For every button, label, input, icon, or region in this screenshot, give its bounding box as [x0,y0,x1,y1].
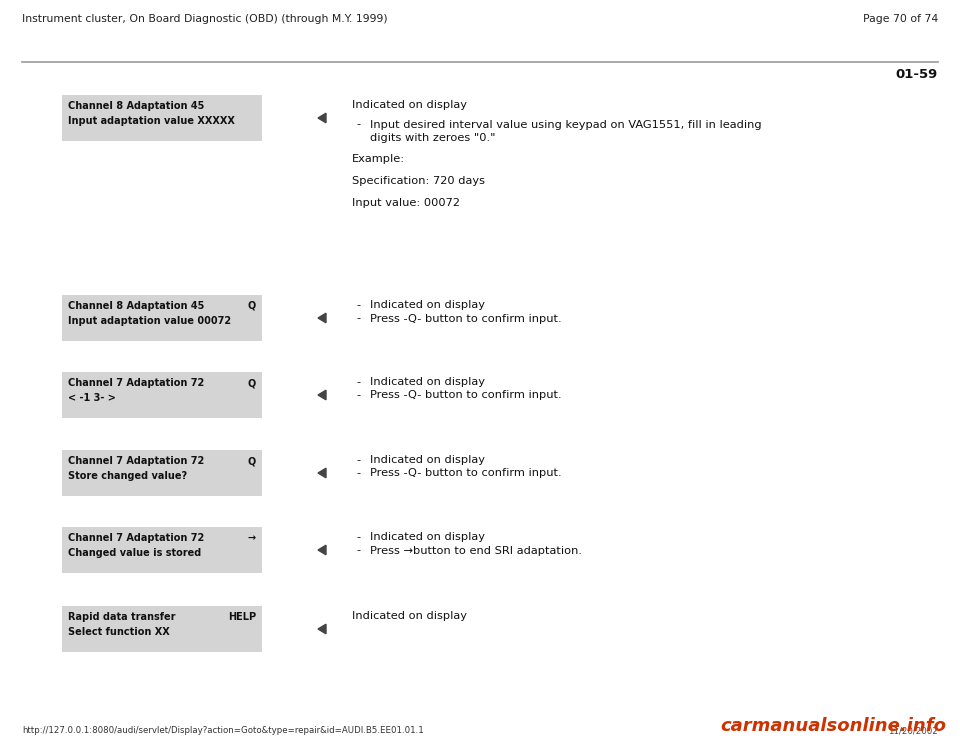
Text: -: - [356,377,360,387]
Text: Indicated on display: Indicated on display [370,300,485,310]
Text: Example:: Example: [352,154,405,165]
Text: Page 70 of 74: Page 70 of 74 [863,14,938,24]
Polygon shape [318,313,326,323]
Text: Indicated on display: Indicated on display [370,455,485,465]
Polygon shape [318,114,326,122]
Polygon shape [318,545,326,555]
Text: http://127.0.0.1:8080/audi/servlet/Display?action=Goto&type=repair&id=AUDI.B5.EE: http://127.0.0.1:8080/audi/servlet/Displ… [22,726,423,735]
Text: Store changed value?: Store changed value? [68,471,187,481]
Text: -: - [356,300,360,310]
Text: Input value: 00072: Input value: 00072 [352,197,460,208]
Text: Channel 7 Adaptation 72: Channel 7 Adaptation 72 [68,456,204,466]
Text: -: - [356,545,360,556]
Polygon shape [318,624,326,634]
Text: Q: Q [248,378,256,388]
Text: Q: Q [248,301,256,311]
Text: Indicated on display: Indicated on display [352,100,467,110]
Text: Channel 7 Adaptation 72: Channel 7 Adaptation 72 [68,533,204,543]
Text: 11/20/2002: 11/20/2002 [888,726,938,735]
Text: Changed value is stored: Changed value is stored [68,548,202,558]
Bar [62,527,262,573]
Text: Instrument cluster, On Board Diagnostic (OBD) (through M.Y. 1999): Instrument cluster, On Board Diagnostic … [22,14,388,24]
Text: Select function XX: Select function XX [68,627,170,637]
Text: 01-59: 01-59 [896,68,938,81]
Text: -: - [356,455,360,465]
Bar [62,295,262,341]
Polygon shape [318,390,326,400]
Text: Specification: 720 days: Specification: 720 days [352,176,485,186]
Text: Channel 7 Adaptation 72: Channel 7 Adaptation 72 [68,378,204,388]
Text: Press -Q- button to confirm input.: Press -Q- button to confirm input. [370,468,562,479]
Text: Press -Q- button to confirm input.: Press -Q- button to confirm input. [370,314,562,324]
Bar [62,95,262,141]
Bar [62,606,262,652]
Text: < -1 3- >: < -1 3- > [68,393,116,403]
Text: Q: Q [248,456,256,466]
Text: Rapid data transfer: Rapid data transfer [68,612,176,622]
Text: -: - [356,532,360,542]
Text: Indicated on display: Indicated on display [370,377,485,387]
Text: Channel 8 Adaptation 45: Channel 8 Adaptation 45 [68,301,204,311]
Text: Indicated on display: Indicated on display [352,611,467,621]
Bar [62,372,262,418]
Text: Press →button to end SRI adaptation.: Press →button to end SRI adaptation. [370,545,582,556]
Text: →: → [248,533,256,543]
Text: -: - [356,119,360,130]
Text: Channel 8 Adaptation 45: Channel 8 Adaptation 45 [68,101,204,111]
Text: Input desired interval value using keypad on VAG1551, fill in leading: Input desired interval value using keypa… [370,119,761,130]
Text: Indicated on display: Indicated on display [370,532,485,542]
Text: Input adaptation value 00072: Input adaptation value 00072 [68,316,231,326]
Text: Input adaptation value XXXXX: Input adaptation value XXXXX [68,116,235,126]
Text: -: - [356,314,360,324]
Polygon shape [318,468,326,478]
Text: carmanualsonline.info: carmanualsonline.info [720,717,946,735]
Text: digits with zeroes "0.": digits with zeroes "0." [370,133,495,143]
Text: Press -Q- button to confirm input.: Press -Q- button to confirm input. [370,390,562,401]
Text: HELP: HELP [228,612,256,622]
Text: -: - [356,390,360,401]
Text: -: - [356,468,360,479]
Bar [62,450,262,496]
